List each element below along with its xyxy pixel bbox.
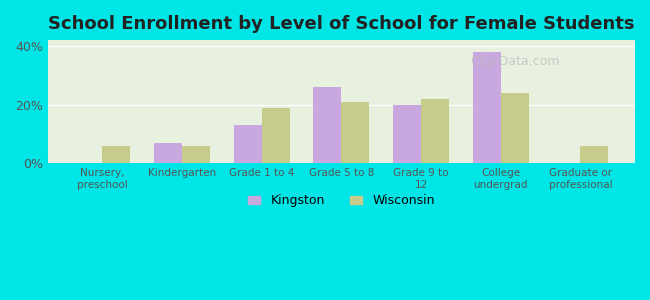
Bar <box>500 93 528 163</box>
Bar <box>473 52 501 163</box>
Bar <box>313 87 341 163</box>
Bar <box>580 146 608 163</box>
Title: School Enrollment by Level of School for Female Students: School Enrollment by Level of School for… <box>48 15 634 33</box>
Bar <box>341 102 369 163</box>
Bar <box>393 105 421 163</box>
Bar <box>421 99 449 163</box>
Bar <box>102 146 130 163</box>
Bar <box>182 146 210 163</box>
Bar <box>234 125 262 163</box>
Bar <box>262 108 289 163</box>
Bar <box>154 143 182 163</box>
Legend: Kingston, Wisconsin: Kingston, Wisconsin <box>243 190 440 212</box>
Text: City-Data.com: City-Data.com <box>471 55 560 68</box>
